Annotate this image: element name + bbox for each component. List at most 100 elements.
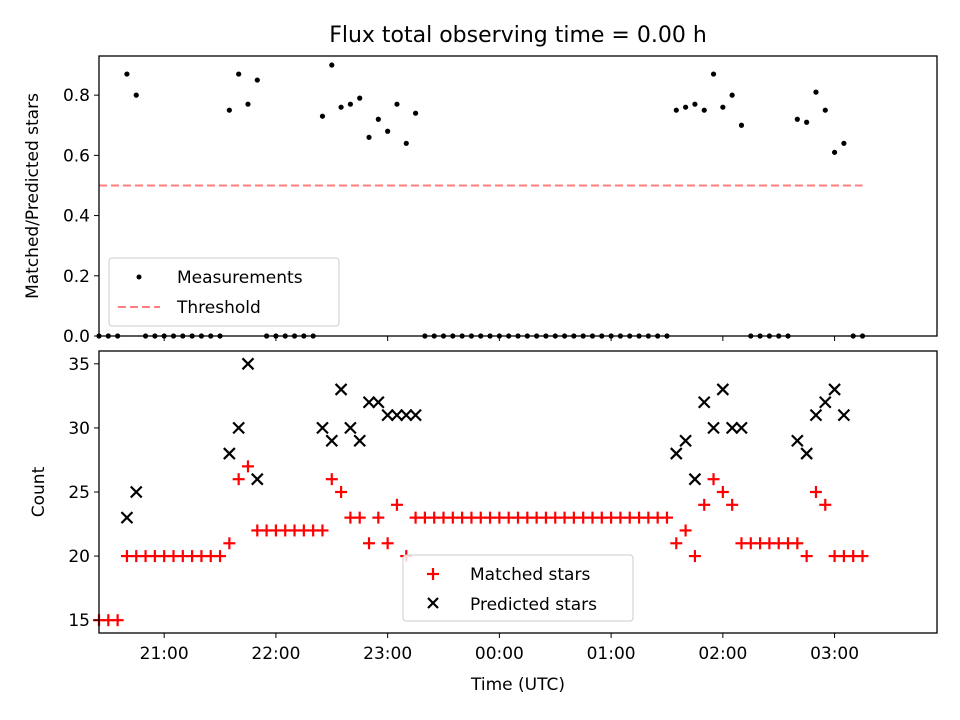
legend-measurements-label: Measurements — [177, 268, 303, 288]
matched-stars-point — [698, 498, 711, 511]
top-y-ticks: 0.0 0.2 0.4 0.6 0.8 — [63, 86, 99, 347]
measurement-point — [701, 107, 707, 113]
x-tick-label: 00:00 — [475, 644, 524, 664]
predicted-stars-point — [399, 408, 413, 422]
legend-predicted-label: Predicted stars — [470, 595, 597, 615]
measurement-point — [254, 77, 260, 83]
bottom-x-ticks: 21:00 22:00 23:00 00:00 01:00 02:00 03:00 — [140, 633, 859, 664]
measurement-point — [729, 92, 735, 98]
matched-stars-point — [335, 486, 348, 498]
measurement-point — [804, 119, 810, 125]
bottom-y-tick-label: 35 — [68, 355, 90, 375]
predicted-stars-point — [679, 434, 692, 448]
measurement-point — [710, 71, 717, 77]
matched-stars-point — [800, 550, 813, 563]
predicted-stars-point — [670, 447, 683, 460]
top-y-tick-label: 0.6 — [63, 146, 90, 166]
matched-stars-point — [670, 537, 683, 550]
measurement-point — [673, 107, 679, 113]
matched-stars-point — [716, 486, 729, 498]
x-tick-label: 03:00 — [810, 644, 859, 664]
measurement-point — [403, 140, 409, 146]
top-y-axis-label: Matched/Predicted stars — [23, 93, 43, 299]
predicted-stars-point — [344, 421, 357, 435]
measurement-point — [226, 107, 232, 113]
measurement-point — [124, 71, 130, 77]
matched-stars-point — [856, 550, 869, 563]
predicted-stars-point — [409, 408, 422, 422]
measurement-point — [347, 101, 353, 107]
bottom-legend-box — [402, 554, 634, 622]
chart-title: Flux total observing time = 0.00 h — [329, 23, 707, 48]
predicted-stars-point — [362, 395, 376, 409]
measurement-point — [822, 107, 828, 113]
matched-stars-point — [353, 511, 366, 524]
x-tick-label: 21:00 — [140, 644, 189, 664]
predicted-stars-point — [828, 383, 841, 396]
measurement-point — [245, 101, 251, 107]
measurement-point — [720, 104, 726, 110]
bottom-y-tick-label: 15 — [68, 611, 90, 631]
matched-stars-point — [214, 550, 227, 563]
predicted-stars-point — [241, 357, 255, 371]
measurement-point — [366, 134, 372, 140]
measurement-point — [357, 95, 363, 101]
matched-stars-point — [688, 550, 701, 563]
top-y-tick-label: 0.8 — [63, 86, 90, 106]
matched-stars-point — [223, 537, 236, 550]
measurement-point — [133, 92, 139, 98]
measurement-point — [236, 71, 242, 77]
predicted-stars-point — [353, 434, 366, 448]
bottom-y-tick-label: 20 — [68, 547, 90, 567]
top-y-tick-label: 0.0 — [63, 327, 90, 347]
bottom-y-ticks: 15 20 25 30 35 — [68, 355, 99, 631]
top-y-tick-label: 0.2 — [63, 267, 90, 287]
matched-stars-point — [390, 498, 403, 511]
matched-stars-point — [679, 524, 692, 537]
bottom-y-tick-label: 25 — [68, 483, 90, 503]
legend-matched-label: Matched stars — [470, 565, 590, 585]
predicted-stars-point — [735, 421, 748, 435]
predicted-stars-point — [688, 472, 702, 486]
predicted-stars-point — [818, 395, 832, 409]
predicted-stars-point — [837, 408, 851, 422]
top-panel: 0.00.20.40.60.8 Matched/Predicted stars … — [23, 55, 938, 347]
measurement-point — [794, 116, 800, 122]
bottom-panel: 15 20 25 30 35 21:00 22:00 23:00 00:00 01:00 02:0… — [29, 350, 938, 695]
measurement-point — [841, 140, 847, 146]
predicted-stars-point — [372, 395, 385, 409]
predicted-stars-point — [381, 408, 394, 422]
top-legend: Measurements Threshold — [108, 257, 340, 327]
predicted-stars-layer — [120, 357, 851, 524]
matched-stars-point — [809, 486, 822, 498]
matched-stars-point — [232, 473, 245, 486]
measurement-point — [738, 122, 745, 128]
matched-stars-point — [726, 498, 739, 511]
measurement-point — [319, 113, 326, 119]
matched-stars-point — [111, 614, 124, 627]
matched-stars-point — [325, 473, 338, 486]
bottom-legend: Matched stars Predicted stars — [402, 554, 634, 622]
predicted-stars-point — [251, 472, 264, 486]
matched-stars-point — [707, 473, 720, 486]
measurement-point — [338, 104, 344, 110]
bottom-y-tick-label: 30 — [68, 419, 90, 439]
top-plot-frame — [98, 55, 938, 337]
measurement-point — [375, 116, 381, 122]
legend-matched-marker — [427, 568, 439, 580]
top-x-ticks — [163, 336, 836, 341]
predicted-stars-point — [334, 383, 348, 396]
predicted-stars-point — [316, 421, 329, 435]
x-tick-label: 02:00 — [698, 644, 747, 664]
predicted-stars-point — [725, 421, 739, 435]
predicted-stars-point — [707, 421, 720, 435]
predicted-stars-point — [697, 395, 711, 409]
measurement-point — [385, 128, 391, 134]
predicted-stars-point — [223, 447, 236, 460]
matched-stars-point — [791, 537, 804, 550]
measurement-point — [683, 104, 689, 110]
predicted-stars-point — [129, 485, 143, 499]
matched-stars-layer — [93, 460, 869, 627]
x-tick-label: 22:00 — [251, 644, 300, 664]
